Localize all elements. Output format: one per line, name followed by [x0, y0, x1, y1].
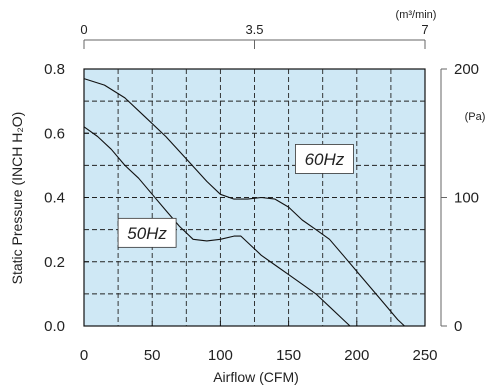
- right-tick-label: 200: [454, 61, 479, 78]
- series-labels: 60Hz 50Hz: [117, 144, 354, 248]
- axes: 0 50 100 150 200 250 0.0 0.2 0.4 0.6 0.8 0 3.5 7 0 100 2…: [44, 22, 479, 364]
- x-tick-label: 250: [412, 347, 437, 364]
- top-tick-label: 0: [80, 22, 87, 37]
- x-tick-label: 0: [80, 347, 88, 364]
- y-tick-label: 0.0: [44, 318, 65, 335]
- top-tick-label: 7: [421, 22, 428, 37]
- y-axis-title: Static Pressure (INCH H₂O): [9, 112, 25, 285]
- x-tick-label: 150: [276, 347, 301, 364]
- series-label-box: [295, 144, 354, 174]
- x-tick-label: 50: [144, 347, 161, 364]
- curves: [83, 78, 405, 327]
- x-axis-title: Airflow (CFM): [213, 369, 299, 385]
- y-tick-label: 0.6: [44, 125, 65, 142]
- series-label: 50Hz: [127, 224, 167, 243]
- y-tick-label: 0.2: [44, 254, 65, 271]
- series-label-box: [117, 217, 177, 248]
- x-tick-label: 100: [208, 347, 233, 364]
- top-axis-unit: (m³/min): [396, 9, 437, 21]
- top-tick-label: 3.5: [245, 22, 263, 37]
- x-tick-label: 200: [344, 347, 369, 364]
- right-tick-label: 0: [454, 318, 462, 335]
- right-axis-unit: (Pa): [465, 111, 486, 123]
- y-tick-label: 0.8: [44, 61, 65, 78]
- series-line-50hz: [83, 126, 351, 327]
- series-line-60hz: [83, 78, 405, 327]
- series-label: 60Hz: [305, 150, 345, 169]
- y-tick-label: 0.4: [44, 190, 65, 207]
- right-tick-label: 100: [454, 190, 479, 207]
